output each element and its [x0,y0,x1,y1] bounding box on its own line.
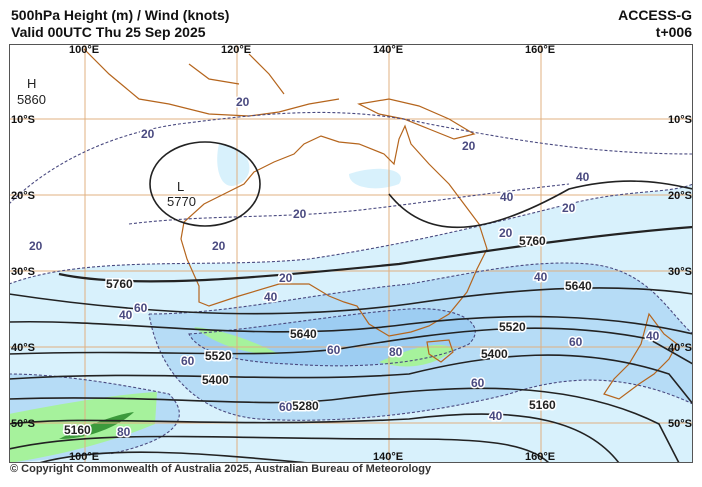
lead-time: t+006 [655,24,692,40]
isotach-fill-20 [217,144,250,186]
isotach-fill-80 [379,344,454,367]
lon-label: 140°E [373,451,403,463]
isotach-label: 20 [212,239,226,253]
pressure-centres: H 5860 L 5770 [17,76,196,209]
isotach-label: 40 [576,170,590,184]
lat-label: 50°S [11,418,35,430]
isotach-label: 60 [569,335,583,349]
low-symbol: L [177,179,184,194]
height-contour-label: 5160 [529,398,556,412]
isotach-label: 40 [119,308,133,322]
isotach-label: 40 [489,409,503,423]
height-contour-label: 5640 [565,279,592,293]
isotach-labels: 2020202020202020204040404040404060606060… [28,94,662,441]
lat-label: 40°S [668,342,692,354]
lon-label: 100°E [69,451,99,463]
chart-title: 500hPa Height (m) / Wind (knots) [11,7,230,23]
isotach-fill-80 [9,392,157,463]
height-contour-label: 5760 [106,277,133,291]
isotach-label: 40 [646,329,660,343]
low-contour [149,141,261,227]
isotach-label: 60 [279,400,293,414]
height-contour-label: 5400 [202,373,229,387]
australia-coastline [180,124,488,337]
graticule-labels: 100°E 120°E 140°E 160°E 100°E 140°E 160°… [11,44,692,463]
new-guinea-coastline [357,98,476,140]
isotach-label: 80 [389,345,403,359]
isotach-label: 20 [29,239,43,253]
isotach-label: 60 [471,376,485,390]
isotach-label: 60 [134,301,148,315]
lat-label: 30°S [668,266,692,278]
height-contour-label: 5520 [499,320,526,334]
isotach-label: 40 [264,290,278,304]
low-value: 5770 [167,194,196,209]
isotach-label: 20 [141,127,155,141]
height-contour-label: 5640 [290,327,317,341]
isotach-label: 20 [462,139,476,153]
isotach-fills [9,144,693,463]
coastlines [83,48,678,400]
isotach-label: 80 [117,425,131,439]
lon-label: 100°E [69,44,99,56]
tasmania-coastline [426,339,454,363]
height-contours [9,141,693,463]
isotach-fill-20 [349,168,401,189]
valid-time: Valid 00UTC Thu 25 Sep 2025 [11,24,206,40]
isotach-label: 40 [534,270,548,284]
graticule [9,44,693,463]
lon-label: 140°E [373,44,403,56]
height-contour-label: 5160 [64,423,91,437]
isotach-label: 20 [562,201,576,215]
indonesia-coastline [83,48,340,117]
weather-map[interactable]: 100°E 120°E 140°E 160°E 100°E 140°E 160°… [9,44,693,463]
lon-label: 160°E [525,44,555,56]
isotach-label: 20 [279,271,293,285]
height-labels: 5760 5760 5640 5640 5520 5520 5400 5400 5280 5160… [63,233,594,439]
height-contour-label: 5280 [292,399,319,413]
lat-label: 40°S [11,342,35,354]
lat-label: 20°S [11,190,35,202]
lat-label: 10°S [11,114,35,126]
height-contour-label: 5520 [205,349,232,363]
lon-label: 160°E [525,451,555,463]
lon-label: 120°E [221,44,251,56]
isotach-label: 60 [327,343,341,357]
model-name: ACCESS-G [618,7,692,23]
lat-label: 50°S [668,418,692,430]
isotach-label: 20 [499,226,513,240]
new-zealand-coastline [603,312,678,400]
map-border [9,44,693,463]
lat-label: 10°S [668,114,692,126]
isotach-fill-100 [59,412,134,439]
high-symbol: H [27,76,36,91]
lat-label: 30°S [11,266,35,278]
height-contour-label: 5400 [481,347,508,361]
isotach-label: 40 [500,190,514,204]
height-contour-label: 5760 [519,234,546,248]
isotach-label: 20 [236,95,250,109]
copyright: © Copyright Commonwealth of Australia 20… [10,463,432,475]
isotach-label: 20 [293,207,307,221]
high-value: 5860 [17,92,46,107]
isotach-label: 60 [181,354,195,368]
lat-label: 20°S [668,190,692,202]
